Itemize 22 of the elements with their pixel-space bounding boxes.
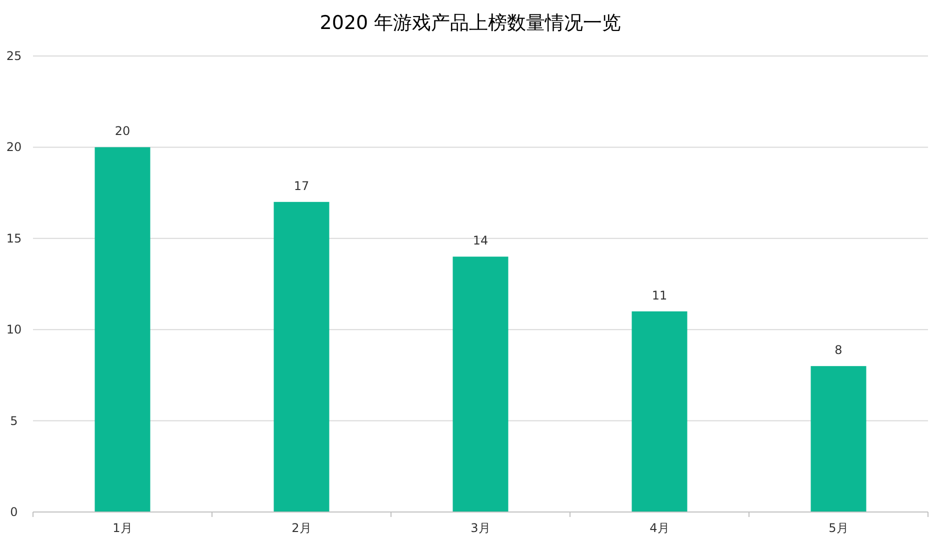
y-tick-label: 25 xyxy=(6,49,22,63)
bar xyxy=(94,147,150,512)
x-tick-label: 3月 xyxy=(470,521,490,535)
data-label: 14 xyxy=(472,234,488,248)
y-tick-label: 15 xyxy=(6,231,22,246)
data-label: 11 xyxy=(652,288,668,302)
x-tick-label: 2月 xyxy=(292,521,312,535)
chart-title: 2020 年游戏产品上榜数量情况一览 xyxy=(320,12,622,34)
bar xyxy=(632,311,688,512)
bar xyxy=(452,256,508,512)
y-tick-label: 10 xyxy=(6,322,22,337)
data-label: 20 xyxy=(114,124,130,138)
y-tick-label: 5 xyxy=(10,414,18,428)
bar xyxy=(274,202,330,512)
data-label: 8 xyxy=(834,343,842,358)
y-tick-label: 20 xyxy=(6,140,22,154)
x-tick-label: 5月 xyxy=(828,521,848,535)
x-tick-label: 1月 xyxy=(112,521,132,535)
data-label: 17 xyxy=(294,178,310,193)
y-tick-label: 0 xyxy=(10,505,18,519)
bar xyxy=(810,366,866,512)
x-tick-label: 4月 xyxy=(650,521,670,535)
